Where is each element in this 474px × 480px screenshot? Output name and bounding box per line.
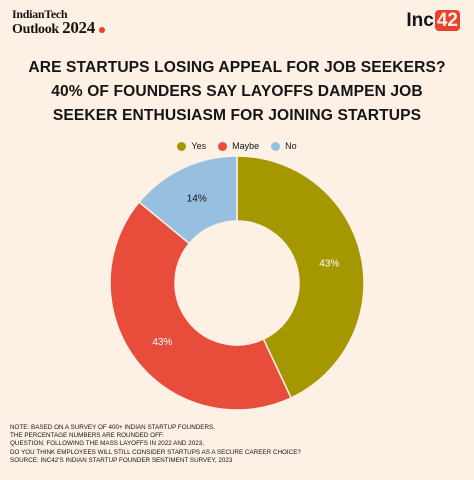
logo-dot-icon: [99, 26, 106, 33]
legend-label: No: [285, 141, 297, 151]
note-line: QUESTION: FOLLOWING THE MASS LAYOFFS IN …: [10, 440, 204, 448]
data-label-no: 14%: [187, 193, 207, 204]
inc42-logo-number: 42: [434, 10, 460, 31]
slice-maybe: [109, 200, 293, 411]
data-label-yes: 43%: [319, 258, 339, 269]
footnotes: NOTE: BASED ON A SURVEY OF 400+ INDIAN S…: [10, 424, 301, 465]
donut-chart: 43% 43% 14%: [109, 155, 365, 411]
legend-item-yes: Yes: [177, 141, 206, 151]
title-line: ARE STARTUPS LOSING APPEAL FOR JOB SEEKE…: [28, 59, 446, 76]
logo-line-2: Outlook 2024: [12, 18, 106, 37]
note-line: DO YOU THINK EMPLOYEES WILL STILL CONSID…: [10, 448, 301, 456]
header: IndianTech Outlook 2024 Inc 42: [0, 0, 474, 40]
note-line: SOURCE: INC42'S INDIAN STARTUP FOUNDER S…: [10, 456, 233, 464]
legend-label: Maybe: [232, 141, 260, 151]
legend-item-no: No: [271, 141, 297, 151]
logo-line-1: IndianTech: [12, 7, 68, 21]
slice-no: [138, 155, 238, 245]
legend-item-maybe: Maybe: [218, 141, 259, 151]
indiantech-outlook-logo: IndianTech Outlook 2024: [12, 7, 106, 37]
chart-title: ARE STARTUPS LOSING APPEAL FOR JOB SEEKE…: [20, 56, 454, 128]
chart-legend: Yes Maybe No: [0, 141, 474, 153]
logo-year: 2024: [62, 18, 95, 37]
legend-swatch: [177, 141, 187, 151]
slice-yes: [236, 155, 365, 399]
legend-swatch: [271, 141, 281, 151]
note-line: THE PERCENTAGE NUMBERS ARE ROUNDED OFF.: [10, 432, 164, 440]
legend-label: Yes: [191, 141, 207, 151]
title-line: 40% OF FOUNDERS SAY LAYOFFS DAMPEN JOB: [51, 83, 423, 100]
inc42-logo: Inc 42: [406, 10, 460, 32]
data-label-maybe: 43%: [152, 337, 172, 348]
inc42-logo-text: Inc: [406, 10, 434, 31]
note-line: NOTE: BASED ON A SURVEY OF 400+ INDIAN S…: [10, 424, 215, 431]
logo-outlook-text: Outlook: [12, 22, 59, 37]
legend-swatch: [218, 141, 228, 151]
title-line: SEEKER ENTHUSIASM FOR JOINING STARTUPS: [52, 107, 422, 124]
